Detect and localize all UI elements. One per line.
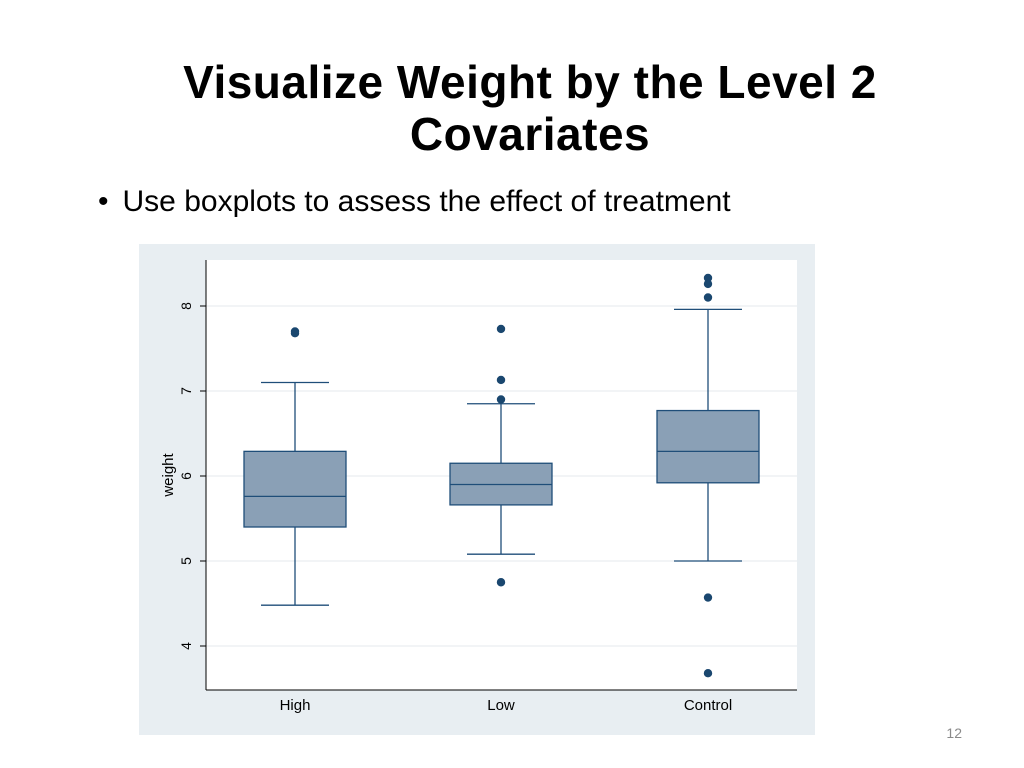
outlier-point xyxy=(703,279,713,289)
y-tick-label: 7 xyxy=(178,387,194,395)
slide-title-line-2: Covariates xyxy=(409,108,651,160)
box-iqr xyxy=(656,409,760,484)
slide-title-line-1: Visualize Weight by the Level 2 xyxy=(183,56,877,108)
box-group-low xyxy=(449,324,553,587)
bullet-text: Use boxplots to assess the effect of tre… xyxy=(122,185,731,218)
box-group-high xyxy=(243,327,347,606)
outlier-point xyxy=(703,293,713,302)
box-group-control xyxy=(656,273,760,678)
outlier-point xyxy=(496,324,506,334)
outlier-point xyxy=(290,327,300,336)
outlier-point xyxy=(703,593,713,602)
boxplot-chart: 4 5 6 7 8 High Low Control weight xyxy=(139,244,815,735)
outlier-point xyxy=(496,395,506,404)
x-category-label: Control xyxy=(684,697,732,714)
x-category-label: Low xyxy=(487,697,515,714)
boxes xyxy=(243,273,760,678)
boxplot-svg: 4 5 6 7 8 High Low Control weight xyxy=(139,244,815,735)
outlier-point xyxy=(703,669,713,678)
outlier-point xyxy=(703,273,713,283)
bullet-item: • Use boxplots to assess the effect of t… xyxy=(98,184,731,220)
slide-title: Visualize Weight by the Level 2 Covariat… xyxy=(60,56,1000,160)
outlier-point xyxy=(496,578,506,587)
y-axis-label: weight xyxy=(160,452,177,497)
outlier-point xyxy=(496,375,506,385)
y-tick-label: 8 xyxy=(178,302,194,310)
slide-number: 12 xyxy=(946,725,962,741)
y-tick-label: 5 xyxy=(178,557,194,565)
x-category-label: High xyxy=(280,697,311,714)
axes: 4 5 6 7 8 High Low Control xyxy=(178,260,797,714)
y-tick-label: 6 xyxy=(178,472,194,480)
bullet-marker: • xyxy=(98,185,109,218)
y-tick-label: 4 xyxy=(178,642,194,650)
box-iqr xyxy=(243,450,347,528)
